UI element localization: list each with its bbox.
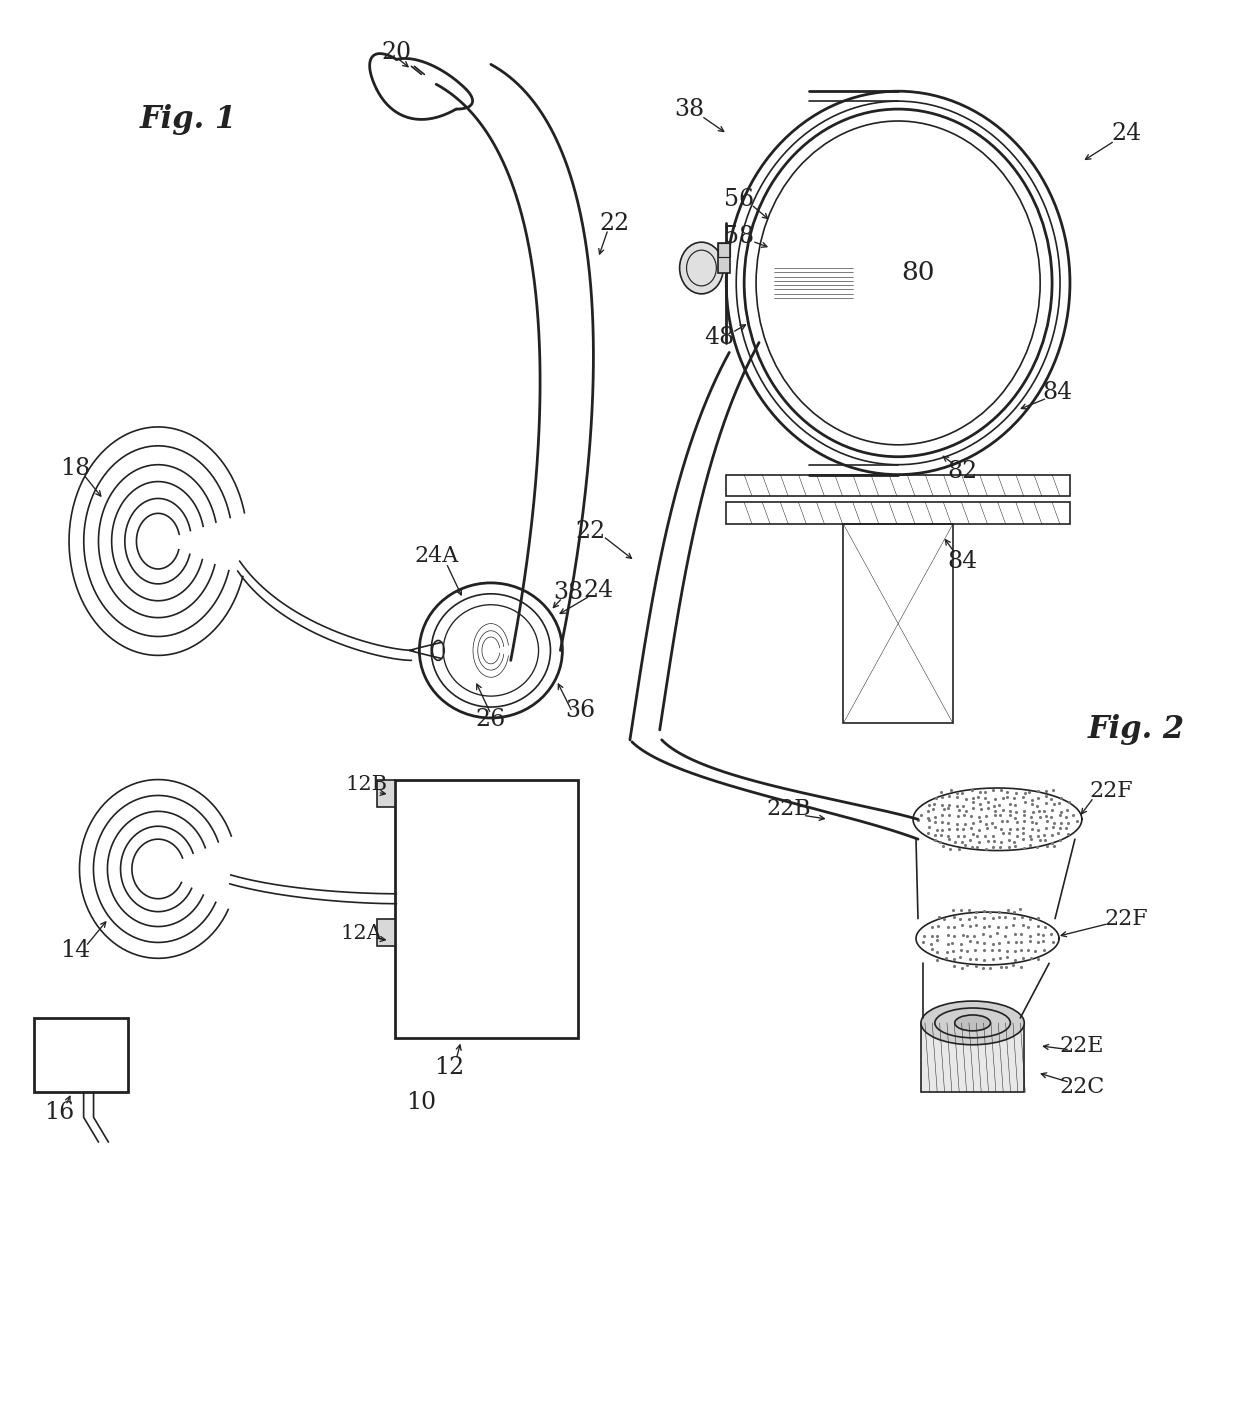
Ellipse shape (955, 1015, 991, 1030)
Text: 22C: 22C (1059, 1076, 1105, 1099)
Text: 56: 56 (724, 188, 754, 211)
Text: 82: 82 (947, 459, 978, 484)
Text: 10: 10 (407, 1090, 436, 1114)
Text: 38: 38 (553, 581, 583, 604)
Bar (377, 779, 394, 808)
Text: 84: 84 (1042, 381, 1073, 404)
Ellipse shape (921, 1002, 1024, 1045)
Text: 12: 12 (434, 1056, 464, 1079)
Bar (394, 779, 578, 1037)
Text: 22F: 22F (1105, 908, 1148, 929)
Text: 38: 38 (675, 97, 704, 121)
Text: Fig. 1: Fig. 1 (139, 104, 237, 134)
Text: 14: 14 (61, 939, 91, 962)
Bar (33, 1017, 128, 1093)
Bar (718, 243, 730, 257)
Text: 22: 22 (600, 211, 630, 235)
Text: 80: 80 (901, 261, 935, 285)
Bar (727, 475, 1070, 497)
Text: 84: 84 (947, 549, 978, 572)
Text: 22F: 22F (1090, 781, 1133, 802)
Text: 16: 16 (43, 1100, 74, 1124)
Text: 12B: 12B (346, 775, 388, 793)
Text: 22: 22 (575, 519, 605, 542)
Text: 12A: 12A (341, 925, 383, 943)
Text: 24A: 24A (414, 545, 459, 567)
Text: 36: 36 (565, 699, 595, 722)
Text: 58: 58 (724, 224, 754, 248)
Text: 22B: 22B (766, 798, 811, 821)
Text: 48: 48 (704, 325, 734, 350)
Bar (843, 524, 952, 723)
Bar (377, 919, 394, 946)
Text: 26: 26 (476, 708, 506, 732)
Text: 18: 18 (61, 457, 91, 479)
Ellipse shape (680, 243, 723, 294)
Text: 22E: 22E (1060, 1035, 1104, 1057)
Bar (727, 502, 1070, 524)
Bar (921, 1023, 1024, 1093)
Text: 20: 20 (382, 41, 412, 64)
Bar (718, 243, 730, 273)
Text: 24: 24 (583, 579, 614, 602)
Text: 24: 24 (1111, 123, 1142, 146)
Text: Fig. 2: Fig. 2 (1087, 715, 1185, 745)
